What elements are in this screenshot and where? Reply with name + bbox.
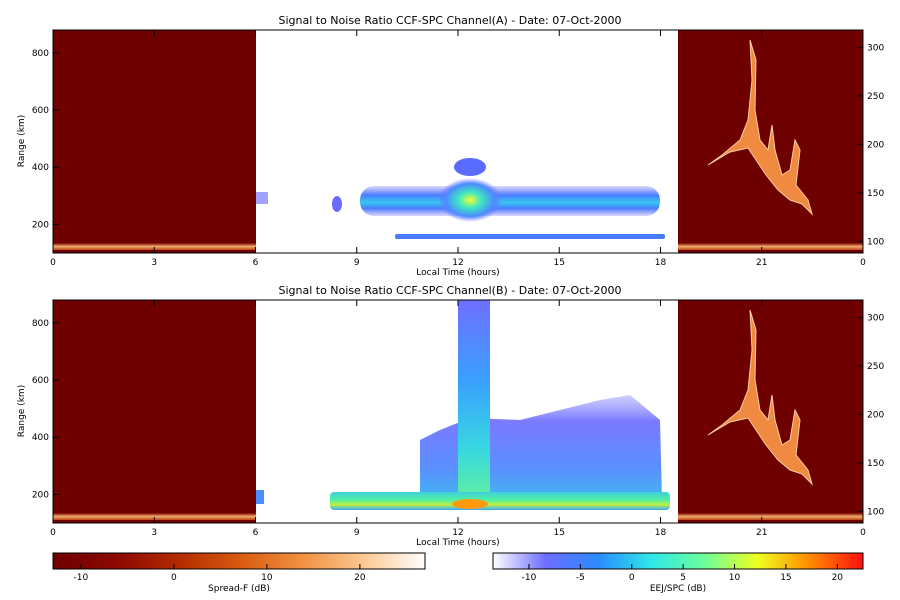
colorbar-tick-label: 15 bbox=[780, 573, 791, 583]
panel-b-title: Signal to Noise Ratio CCF-SPC Channel(B)… bbox=[278, 284, 621, 297]
x-tick-label: 12 bbox=[452, 528, 463, 538]
colorbar-tick-label: -10 bbox=[522, 573, 537, 583]
y-right-tick-label: 200 bbox=[867, 410, 884, 420]
y-left-tick-label: 200 bbox=[32, 220, 49, 230]
panel-b: Signal to Noise Ratio CCF-SPC Channel(B)… bbox=[17, 284, 884, 548]
colorbar-spread-f-bar bbox=[52, 552, 426, 570]
colorbar-tick-label: 0 bbox=[629, 573, 635, 583]
x-tick-label: 6 bbox=[253, 528, 259, 538]
panel-b-plume bbox=[707, 309, 814, 486]
colorbar-eej-bar bbox=[492, 552, 864, 570]
panel-b-x-ticks: 0 3 6 9 12 15 18 21 0 bbox=[50, 300, 866, 538]
panel-a-xlabel: Local Time (hours) bbox=[416, 268, 499, 278]
y-left-tick-label: 800 bbox=[32, 319, 49, 329]
panel-a-y-left-ticks: 200 400 600 800 bbox=[32, 49, 59, 230]
x-tick-label: 0 bbox=[860, 528, 866, 538]
colorbar-eej: -10 -5 0 5 10 15 20 EEJ/SPC (dB) bbox=[492, 552, 864, 594]
x-tick-label: 18 bbox=[655, 258, 667, 268]
panel-a-night-left bbox=[53, 30, 256, 253]
x-tick-label: 9 bbox=[354, 258, 360, 268]
panel-b-ylabel: Range (km) bbox=[17, 385, 27, 437]
colorbar-tick-label: 5 bbox=[680, 573, 686, 583]
x-tick-label: 21 bbox=[756, 528, 767, 538]
y-left-tick-label: 600 bbox=[32, 376, 49, 386]
colorbar-tick-label: 10 bbox=[261, 573, 273, 583]
panel-b-broad-region bbox=[420, 395, 662, 500]
panel-a-noon-blob bbox=[438, 178, 502, 222]
panel-b-y-left-ticks: 200 400 600 800 bbox=[32, 319, 59, 500]
y-right-tick-label: 100 bbox=[867, 507, 884, 517]
x-tick-label: 0 bbox=[50, 528, 56, 538]
panel-a-noon-cap bbox=[454, 158, 486, 176]
panel-b-noon-plume bbox=[458, 300, 490, 500]
colorbar-spread-f: -10 0 10 20 Spread-F (dB) bbox=[52, 552, 426, 594]
colorbar-eej-label: EEJ/SPC (dB) bbox=[650, 584, 706, 594]
y-right-tick-label: 300 bbox=[867, 313, 884, 323]
colorbar-spread-f-label: Spread-F (dB) bbox=[208, 584, 270, 594]
panel-a-y-right-ticks: 100 150 200 250 300 bbox=[857, 43, 884, 247]
y-left-tick-label: 400 bbox=[32, 433, 49, 443]
y-right-tick-label: 150 bbox=[867, 459, 884, 469]
x-tick-label: 9 bbox=[354, 528, 360, 538]
colorbar-tick-label: -10 bbox=[74, 573, 89, 583]
x-tick-label: 0 bbox=[50, 258, 56, 268]
x-tick-label: 21 bbox=[756, 258, 767, 268]
colorbar-tick-label: -5 bbox=[576, 573, 585, 583]
panel-a-plume bbox=[707, 39, 814, 216]
panel-a-ylabel: Range (km) bbox=[17, 115, 27, 167]
colorbar-tick-label: 20 bbox=[354, 573, 366, 583]
panel-a-x-ticks: 0 3 6 9 12 15 18 21 0 bbox=[50, 30, 866, 268]
panel-b-floor-right bbox=[678, 513, 863, 520]
y-right-tick-label: 150 bbox=[867, 189, 884, 199]
x-tick-label: 15 bbox=[554, 258, 565, 268]
y-left-tick-label: 400 bbox=[32, 163, 49, 173]
y-left-tick-label: 600 bbox=[32, 106, 49, 116]
panel-b-night-left bbox=[53, 300, 256, 523]
x-tick-label: 3 bbox=[151, 528, 157, 538]
panel-a: Signal to Noise Ratio CCF-SPC Channel(A)… bbox=[17, 14, 884, 278]
x-tick-label: 18 bbox=[655, 528, 667, 538]
panel-b-hotspot bbox=[452, 499, 488, 509]
panel-a-fband-left bbox=[256, 192, 268, 204]
colorbar-spread-f-ticks: -10 0 10 20 bbox=[74, 564, 366, 583]
colorbar-tick-label: 20 bbox=[832, 573, 844, 583]
colorbar-tick-label: 0 bbox=[171, 573, 177, 583]
x-tick-label: 0 bbox=[860, 258, 866, 268]
panel-a-floor-left bbox=[53, 243, 256, 250]
panel-b-bottom-band bbox=[330, 492, 670, 510]
panel-b-xlabel: Local Time (hours) bbox=[416, 538, 499, 548]
colorbar-tick-label: 10 bbox=[729, 573, 741, 583]
x-tick-label: 3 bbox=[151, 258, 157, 268]
y-right-tick-label: 250 bbox=[867, 362, 884, 372]
y-right-tick-label: 300 bbox=[867, 43, 884, 53]
y-right-tick-label: 200 bbox=[867, 140, 884, 150]
panel-a-patch-1 bbox=[332, 196, 342, 212]
y-right-tick-label: 250 bbox=[867, 92, 884, 102]
y-left-tick-label: 200 bbox=[32, 490, 49, 500]
x-tick-label: 15 bbox=[554, 528, 565, 538]
panel-a-title: Signal to Noise Ratio CCF-SPC Channel(A)… bbox=[278, 14, 621, 27]
y-left-tick-label: 800 bbox=[32, 49, 49, 59]
x-tick-label: 12 bbox=[452, 258, 463, 268]
panel-b-floor-left bbox=[53, 513, 256, 520]
panel-b-y-right-ticks: 100 150 200 250 300 bbox=[857, 313, 884, 517]
panel-b-edge-left bbox=[256, 490, 264, 504]
colorbar-eej-ticks: -10 -5 0 5 10 15 20 bbox=[522, 564, 844, 583]
panel-a-lower-band bbox=[395, 234, 665, 239]
panel-a-fband bbox=[360, 186, 660, 216]
y-right-tick-label: 100 bbox=[867, 237, 884, 247]
x-tick-label: 6 bbox=[253, 258, 259, 268]
panel-a-floor-right bbox=[678, 243, 863, 250]
